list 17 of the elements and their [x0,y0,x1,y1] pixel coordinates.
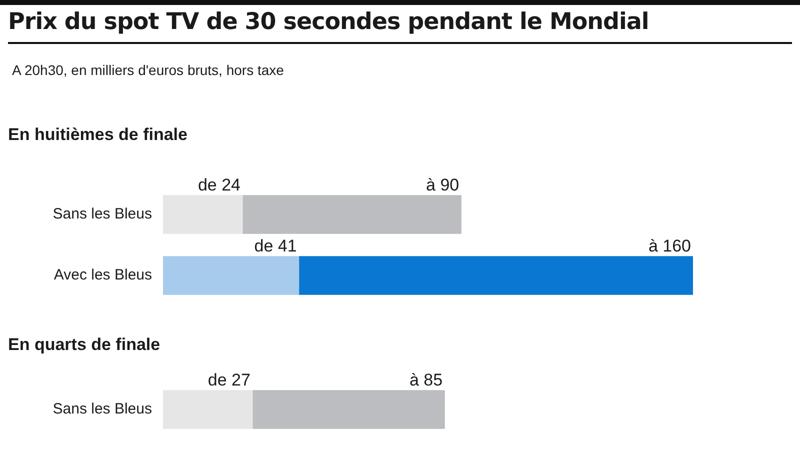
chart-title: Prix du spot TV de 30 secondes pendant le Mondial [8,9,649,35]
data-label: de 24 [198,176,240,195]
y-tick-label: Avec les Bleus [54,266,152,284]
data-label: à 90 [426,176,460,195]
data-label: à 85 [409,370,443,390]
data-label: à 160 [648,236,691,256]
data-label: de 27 [208,370,250,390]
y-tick-label: Sans les Bleus [52,206,152,223]
data-label: de 41 [254,236,297,256]
text: En quarts de finale [8,335,160,355]
bar [242,195,462,234]
bar [298,256,693,295]
chart-subtitle: A 20h30, en milliers d'euros bruts, hors taxe [12,62,284,78]
y-tick-label: Sans les Bleus [52,400,152,418]
bar [163,256,300,295]
text: En huitièmes de finale [8,125,188,145]
bar [163,195,243,234]
